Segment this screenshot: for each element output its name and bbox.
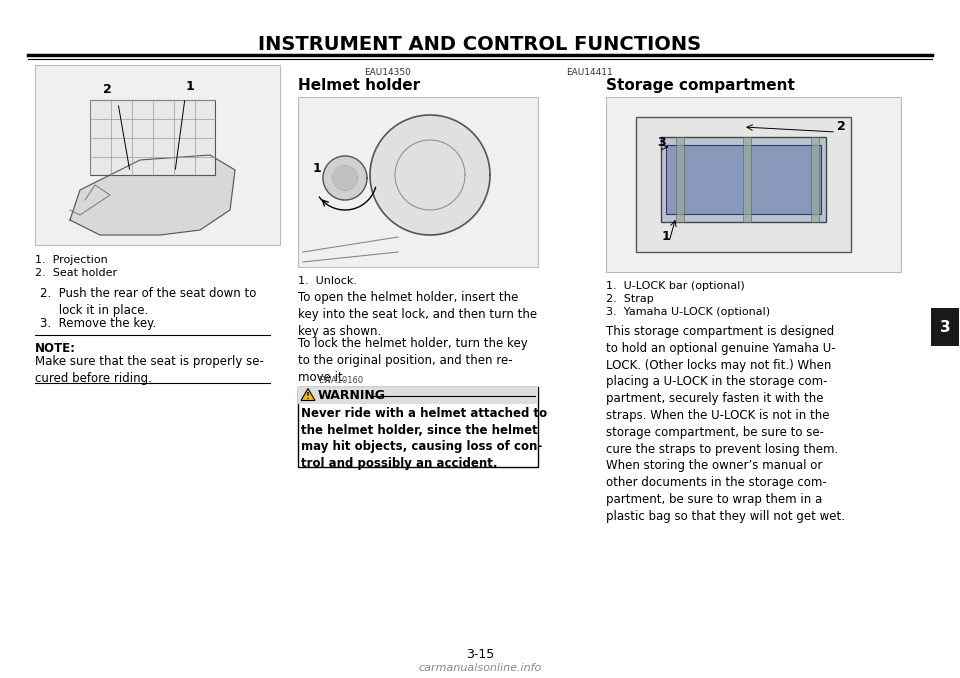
Text: EAU14350: EAU14350 bbox=[365, 68, 412, 77]
Text: 3: 3 bbox=[940, 319, 950, 334]
Text: 1.  Unlock.: 1. Unlock. bbox=[298, 276, 357, 286]
Polygon shape bbox=[70, 155, 235, 235]
Text: 2.  Strap: 2. Strap bbox=[606, 294, 654, 304]
Text: To open the helmet holder, insert the
key into the seat lock, and then turn the
: To open the helmet holder, insert the ke… bbox=[298, 291, 538, 338]
Text: INSTRUMENT AND CONTROL FUNCTIONS: INSTRUMENT AND CONTROL FUNCTIONS bbox=[258, 35, 702, 54]
Text: EAU14411: EAU14411 bbox=[566, 68, 612, 77]
Bar bbox=[298, 387, 538, 467]
Bar bbox=[931, 308, 959, 346]
Text: NOTE:: NOTE: bbox=[35, 342, 76, 355]
Bar bbox=[661, 137, 826, 222]
Bar bbox=[35, 65, 280, 245]
Text: Helmet holder: Helmet holder bbox=[298, 78, 420, 93]
Text: To lock the helmet holder, turn the key
to the original position, and then re-
m: To lock the helmet holder, turn the key … bbox=[298, 337, 528, 384]
Bar bbox=[90, 100, 215, 175]
Bar bbox=[666, 145, 821, 214]
Polygon shape bbox=[370, 115, 490, 235]
Bar bbox=[606, 97, 901, 272]
Text: carmanualsonline.info: carmanualsonline.info bbox=[419, 663, 541, 673]
Polygon shape bbox=[333, 166, 357, 190]
Text: Never ride with a helmet attached to
the helmet holder, since the helmet
may hit: Never ride with a helmet attached to the… bbox=[301, 407, 547, 469]
Bar bbox=[676, 137, 684, 222]
Text: 1.  Projection: 1. Projection bbox=[35, 255, 108, 265]
Polygon shape bbox=[301, 388, 315, 401]
Bar bbox=[811, 137, 819, 222]
Text: 1: 1 bbox=[185, 80, 194, 93]
Text: 3.  Yamaha U-LOCK (optional): 3. Yamaha U-LOCK (optional) bbox=[606, 307, 770, 317]
Text: EWA10160: EWA10160 bbox=[318, 376, 363, 385]
Bar bbox=[636, 117, 851, 252]
Text: 1.  U-LOCK bar (optional): 1. U-LOCK bar (optional) bbox=[606, 281, 745, 291]
Bar bbox=[743, 137, 751, 222]
Text: 2: 2 bbox=[103, 83, 111, 96]
Text: This storage compartment is designed
to hold an optional genuine Yamaha U-
LOCK.: This storage compartment is designed to … bbox=[606, 325, 845, 523]
Polygon shape bbox=[323, 156, 367, 200]
Text: 3.  Remove the key.: 3. Remove the key. bbox=[40, 317, 156, 330]
Text: WARNING: WARNING bbox=[318, 389, 386, 402]
Bar bbox=[298, 387, 538, 404]
Text: !: ! bbox=[306, 392, 310, 401]
Text: Storage compartment: Storage compartment bbox=[606, 78, 795, 93]
Text: 3-15: 3-15 bbox=[466, 648, 494, 662]
Text: Make sure that the seat is properly se-
cured before riding.: Make sure that the seat is properly se- … bbox=[35, 355, 264, 385]
Bar bbox=[298, 97, 538, 267]
Text: 2.  Seat holder: 2. Seat holder bbox=[35, 268, 117, 278]
Text: 1: 1 bbox=[313, 161, 322, 174]
Text: 1: 1 bbox=[661, 231, 670, 243]
Text: 2.  Push the rear of the seat down to
     lock it in place.: 2. Push the rear of the seat down to loc… bbox=[40, 287, 256, 317]
Text: 3: 3 bbox=[657, 136, 665, 148]
Text: 2: 2 bbox=[836, 121, 846, 134]
